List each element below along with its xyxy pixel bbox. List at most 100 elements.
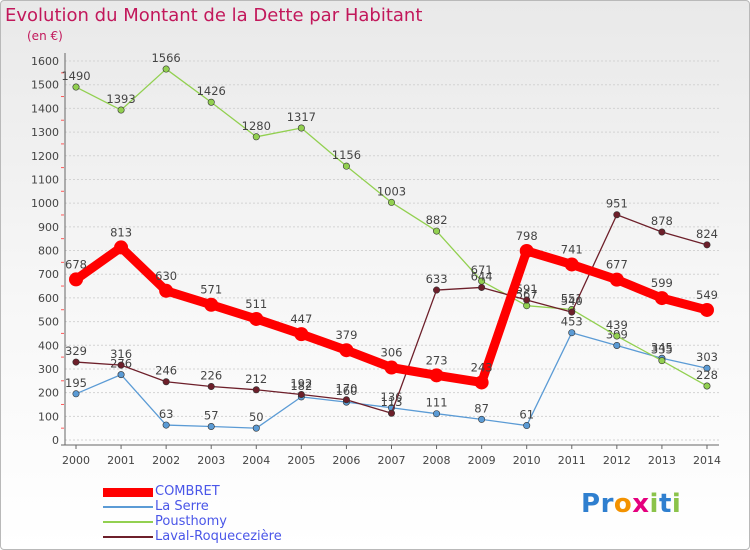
x-tick-label: 2011	[558, 454, 586, 467]
data-label: 136	[381, 390, 403, 404]
legend-swatch	[103, 506, 153, 508]
data-label: 306	[381, 346, 403, 360]
data-point	[207, 422, 215, 430]
data-label: 160	[335, 384, 357, 398]
data-point	[613, 341, 621, 349]
x-tick-label: 2002	[152, 454, 180, 467]
data-label: 447	[290, 312, 312, 326]
data-point	[433, 410, 441, 418]
data-point	[342, 396, 350, 404]
data-point	[252, 133, 260, 141]
legend-swatch	[103, 487, 153, 497]
data-point	[72, 83, 80, 91]
data-point	[162, 378, 170, 386]
data-point	[433, 227, 441, 235]
data-point	[114, 240, 129, 255]
y-tick-label: 1200	[31, 150, 59, 163]
data-label: 273	[426, 353, 448, 367]
x-tick-label: 2014	[693, 454, 721, 467]
data-label: 246	[155, 364, 177, 378]
data-label: 111	[426, 396, 448, 410]
data-label: 677	[606, 258, 628, 272]
data-point	[658, 357, 666, 365]
data-point	[568, 308, 576, 316]
data-label: 195	[65, 376, 87, 390]
y-tick-label: 800	[38, 245, 59, 258]
data-label: 798	[516, 229, 538, 243]
data-label: 1156	[332, 148, 361, 162]
legend-swatch	[103, 536, 153, 538]
line-chart: 0 100 200 300 400 500 600 700 800 900 1000 1100 1200…	[31, 51, 721, 467]
data-label: 540	[561, 294, 583, 308]
legend-label: COMBRET	[155, 484, 220, 499]
data-point	[117, 106, 125, 114]
data-point	[162, 421, 170, 429]
data-point	[204, 297, 219, 312]
data-label: 243	[471, 360, 493, 374]
data-label: 571	[200, 283, 222, 297]
data-point	[384, 360, 399, 375]
data-point	[117, 371, 125, 379]
data-label: 599	[651, 276, 673, 290]
data-point	[703, 364, 711, 372]
data-label: 644	[471, 269, 493, 283]
y-tick-label: 700	[38, 268, 59, 281]
data-label: 335	[651, 343, 673, 357]
data-label: 678	[65, 257, 87, 271]
data-label: 212	[245, 372, 267, 386]
data-label: 228	[696, 368, 718, 382]
data-point	[613, 332, 621, 340]
proxiti-logo: Proxiti	[581, 489, 682, 519]
x-tick-label: 2013	[648, 454, 676, 467]
legend-label: La Serre	[155, 499, 209, 514]
y-tick-label: 0	[52, 434, 59, 447]
x-tick-label: 2009	[468, 454, 496, 467]
y-tick-label: 1400	[31, 102, 59, 115]
legend-item: La Serre	[103, 499, 403, 515]
data-point	[342, 162, 350, 170]
data-point	[159, 283, 174, 298]
data-label: 591	[516, 282, 538, 296]
data-label: 824	[696, 227, 718, 241]
data-point	[339, 343, 354, 358]
x-tick-label: 2012	[603, 454, 631, 467]
data-label: 453	[561, 315, 583, 329]
series-line	[75, 214, 708, 414]
data-label: 379	[335, 328, 357, 342]
data-point	[699, 302, 714, 317]
data-point	[564, 257, 579, 272]
data-point	[249, 311, 264, 326]
data-point	[117, 361, 125, 369]
legend-item: COMBRET	[103, 484, 403, 500]
data-label: 878	[651, 214, 673, 228]
data-label: 630	[155, 269, 177, 283]
legend-label: Laval-Roquecezière	[155, 529, 282, 544]
x-tick-label: 2008	[423, 454, 451, 467]
legend-item: Pousthomy	[103, 514, 403, 530]
data-point	[207, 98, 215, 106]
data-point	[72, 358, 80, 366]
y-tick-label: 500	[38, 316, 59, 329]
y-tick-label: 300	[38, 363, 59, 376]
data-label: 1003	[377, 184, 406, 198]
data-point	[72, 390, 80, 398]
y-tick-label: 900	[38, 221, 59, 234]
chart-title: Evolution du Montant de la Dette par Hab…	[5, 5, 423, 26]
data-label: 1566	[151, 51, 180, 65]
data-label: 633	[426, 272, 448, 286]
data-label: 439	[606, 318, 628, 332]
data-label: 87	[474, 401, 489, 415]
data-point	[703, 382, 711, 390]
x-tick-label: 2003	[197, 454, 225, 467]
data-label: 345	[651, 340, 673, 354]
y-tick-label: 100	[38, 410, 59, 423]
data-label: 951	[606, 197, 628, 211]
y-tick-label: 1300	[31, 126, 59, 139]
data-point	[297, 391, 305, 399]
data-point	[568, 329, 576, 337]
data-label: 170	[335, 382, 357, 396]
data-label: 57	[204, 408, 219, 422]
data-label: 113	[381, 395, 403, 409]
chart-unit-label: (en €)	[27, 29, 63, 43]
